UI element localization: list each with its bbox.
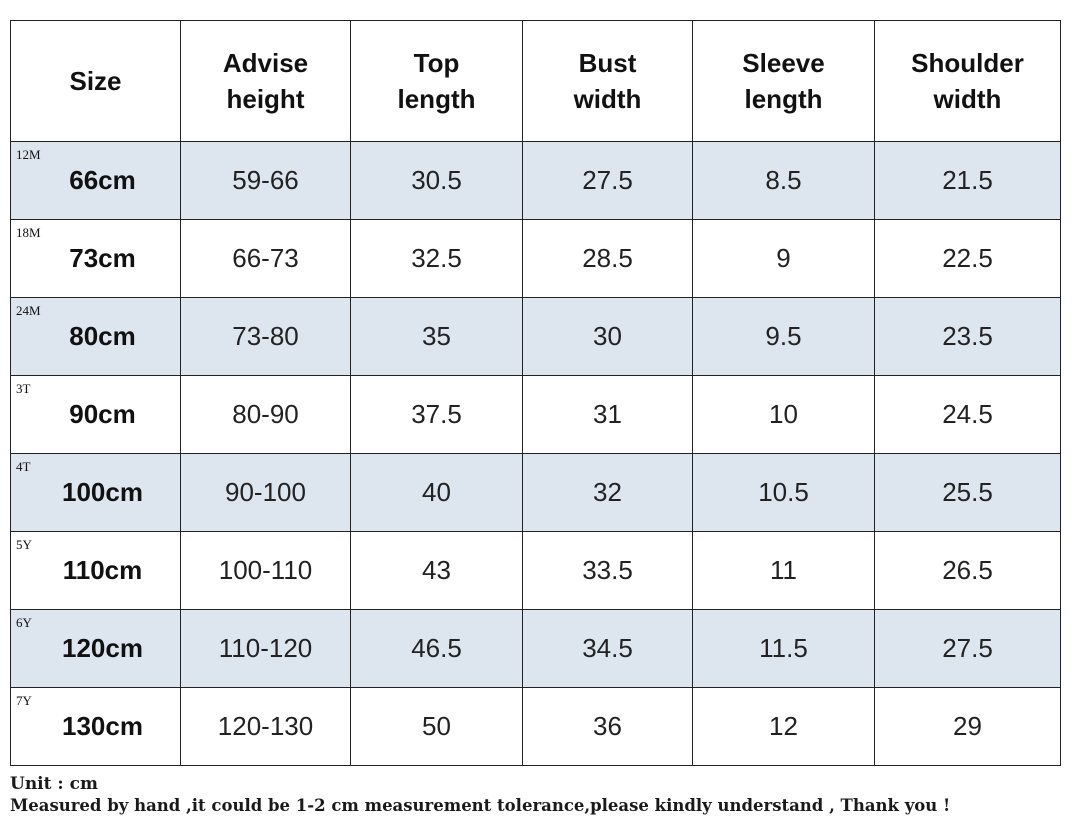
advise-height-cell: 110-120 — [180, 609, 351, 688]
top-length-cell: 40 — [350, 453, 523, 532]
bust-width-cell: 36 — [522, 687, 693, 766]
bust-width-cell: 27.5 — [522, 141, 693, 220]
header-top-length: Top length — [350, 20, 523, 142]
table-body: 12M 66cm 59-66 30.5 27.5 8.5 21.5 18M 73cm 66-73 3… — [10, 141, 1061, 766]
size-code-label: 12M — [16, 147, 41, 162]
size-cm-label: 90cm — [69, 399, 136, 429]
advise-height-cell: 80-90 — [180, 375, 351, 454]
header-bust-width: Bust width — [522, 20, 693, 142]
size-cell: 5Y 110cm — [10, 531, 181, 610]
header-size: Size — [10, 20, 181, 142]
sleeve-length-cell: 11.5 — [692, 609, 875, 688]
top-length-cell: 37.5 — [350, 375, 523, 454]
size-cm-label: 120cm — [62, 633, 143, 663]
size-code-label: 18M — [16, 225, 41, 240]
header-shoulder-width: Shoulder width — [874, 20, 1061, 142]
top-length-cell: 46.5 — [350, 609, 523, 688]
table-row: 12M 66cm 59-66 30.5 27.5 8.5 21.5 — [10, 141, 1061, 220]
table-row: 7Y 130cm 120-130 50 36 12 29 — [10, 687, 1061, 766]
top-length-cell: 50 — [350, 687, 523, 766]
advise-height-cell: 73-80 — [180, 297, 351, 376]
sleeve-length-cell: 9 — [692, 219, 875, 298]
advise-height-cell: 90-100 — [180, 453, 351, 532]
size-cell: 3T 90cm — [10, 375, 181, 454]
top-length-cell: 43 — [350, 531, 523, 610]
shoulder-width-cell: 26.5 — [874, 531, 1061, 610]
shoulder-width-cell: 23.5 — [874, 297, 1061, 376]
size-code-label: 4T — [16, 459, 31, 474]
table-row: 24M 80cm 73-80 35 30 9.5 23.5 — [10, 297, 1061, 376]
sleeve-length-cell: 9.5 — [692, 297, 875, 376]
sleeve-length-cell: 8.5 — [692, 141, 875, 220]
advise-height-cell: 66-73 — [180, 219, 351, 298]
advise-height-cell: 100-110 — [180, 531, 351, 610]
shoulder-width-cell: 25.5 — [874, 453, 1061, 532]
header-advise-height: Advise height — [180, 20, 351, 142]
size-chart-table: Size Advise height Top length Bust width… — [10, 20, 1061, 766]
shoulder-width-cell: 29 — [874, 687, 1061, 766]
advise-height-cell: 59-66 — [180, 141, 351, 220]
top-length-cell: 30.5 — [350, 141, 523, 220]
size-code-label: 7Y — [16, 693, 32, 708]
size-code-label: 6Y — [16, 615, 32, 630]
advise-height-cell: 120-130 — [180, 687, 351, 766]
size-cell: 24M 80cm — [10, 297, 181, 376]
size-cell: 7Y 130cm — [10, 687, 181, 766]
shoulder-width-cell: 22.5 — [874, 219, 1061, 298]
tolerance-note: Measured by hand ,it could be 1-2 cm mea… — [10, 796, 951, 815]
sleeve-length-cell: 10.5 — [692, 453, 875, 532]
sleeve-length-cell: 11 — [692, 531, 875, 610]
sleeve-length-cell: 12 — [692, 687, 875, 766]
top-length-cell: 35 — [350, 297, 523, 376]
table-row: 3T 90cm 80-90 37.5 31 10 24.5 — [10, 375, 1061, 454]
table-row: 6Y 120cm 110-120 46.5 34.5 11.5 27.5 — [10, 609, 1061, 688]
table-row: 18M 73cm 66-73 32.5 28.5 9 22.5 — [10, 219, 1061, 298]
bust-width-cell: 34.5 — [522, 609, 693, 688]
size-code-label: 3T — [16, 381, 31, 396]
size-cell: 6Y 120cm — [10, 609, 181, 688]
unit-note: Unit : cm — [10, 774, 98, 794]
bust-width-cell: 28.5 — [522, 219, 693, 298]
size-cell: 18M 73cm — [10, 219, 181, 298]
shoulder-width-cell: 27.5 — [874, 609, 1061, 688]
size-cm-label: 80cm — [69, 321, 136, 351]
bust-width-cell: 33.5 — [522, 531, 693, 610]
top-length-cell: 32.5 — [350, 219, 523, 298]
bust-width-cell: 30 — [522, 297, 693, 376]
size-code-label: 5Y — [16, 537, 32, 552]
bust-width-cell: 31 — [522, 375, 693, 454]
table-row: 4T 100cm 90-100 40 32 10.5 25.5 — [10, 453, 1061, 532]
size-cm-label: 100cm — [62, 477, 143, 507]
size-cm-label: 130cm — [62, 711, 143, 741]
size-code-label: 24M — [16, 303, 41, 318]
size-cm-label: 66cm — [69, 165, 136, 195]
size-cm-label: 73cm — [69, 243, 136, 273]
size-cell: 4T 100cm — [10, 453, 181, 532]
header-row: Size Advise height Top length Bust width… — [10, 20, 1061, 142]
sleeve-length-cell: 10 — [692, 375, 875, 454]
shoulder-width-cell: 24.5 — [874, 375, 1061, 454]
size-cm-label: 110cm — [62, 555, 143, 585]
size-cell: 12M 66cm — [10, 141, 181, 220]
table-row: 5Y 110cm 100-110 43 33.5 11 26.5 — [10, 531, 1061, 610]
shoulder-width-cell: 21.5 — [874, 141, 1061, 220]
header-sleeve-length: Sleeve length — [692, 20, 875, 142]
bust-width-cell: 32 — [522, 453, 693, 532]
